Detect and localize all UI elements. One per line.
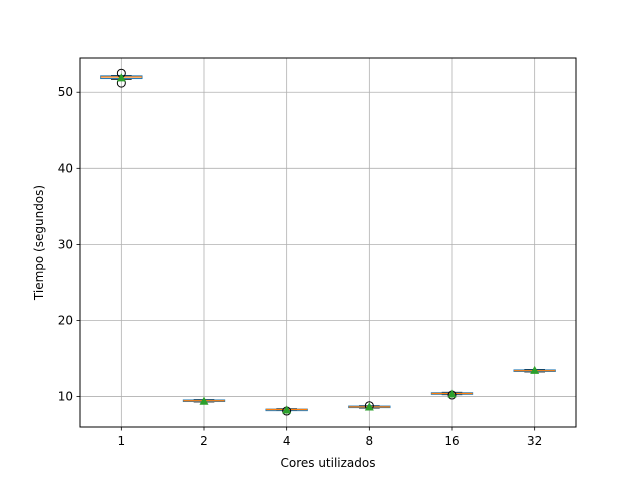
y-tick-label: 50 (58, 85, 73, 99)
box-series (100, 68, 556, 416)
box-group (513, 365, 556, 374)
x-tick-label: 16 (444, 434, 459, 448)
y-axis-label: Tiempo (segundos) (32, 185, 46, 301)
mean-marker (199, 396, 209, 405)
box-group (348, 401, 391, 411)
mean-marker (364, 402, 374, 411)
y-tick-label: 40 (58, 161, 73, 175)
mean-marker (447, 389, 457, 398)
x-tick-label: 1 (118, 434, 126, 448)
x-tick-label: 8 (366, 434, 374, 448)
grid-lines (80, 58, 576, 427)
x-tick-label: 2 (200, 434, 208, 448)
mean-marker (282, 405, 292, 414)
box-group (265, 405, 308, 416)
plot-frame (79, 57, 577, 428)
y-axis: 10 20 30 40 50 (58, 85, 80, 404)
y-tick-label: 30 (58, 237, 73, 251)
mean-marker (530, 365, 540, 374)
mean-marker (116, 73, 126, 82)
x-axis-label: Cores utilizados (280, 456, 375, 470)
y-tick-label: 10 (58, 390, 73, 404)
x-axis: 1 2 4 8 16 32 (118, 427, 542, 448)
box-group (100, 68, 143, 88)
x-tick-label: 32 (527, 434, 542, 448)
y-tick-label: 20 (58, 313, 73, 327)
box-group (430, 389, 474, 400)
x-tick-label: 4 (283, 434, 291, 448)
box-group (182, 396, 226, 405)
